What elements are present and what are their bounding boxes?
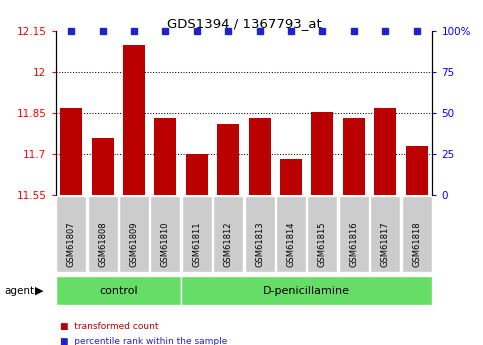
Bar — [155, 118, 176, 195]
Bar — [280, 159, 302, 195]
Text: D-penicillamine: D-penicillamine — [263, 286, 350, 296]
Bar — [150, 196, 181, 272]
Bar — [181, 276, 432, 305]
Text: GSM61816: GSM61816 — [349, 221, 358, 267]
Bar — [56, 196, 86, 272]
Bar — [182, 196, 212, 272]
Bar — [123, 45, 145, 195]
Text: GSM61813: GSM61813 — [255, 221, 264, 267]
Bar — [213, 196, 243, 272]
Text: GSM61818: GSM61818 — [412, 221, 421, 267]
Bar — [56, 276, 181, 305]
Bar — [92, 138, 114, 195]
Title: GDS1394 / 1367793_at: GDS1394 / 1367793_at — [167, 17, 321, 30]
Bar — [60, 108, 82, 195]
Text: GSM61814: GSM61814 — [286, 221, 296, 267]
Text: ■  percentile rank within the sample: ■ percentile rank within the sample — [60, 337, 228, 345]
Text: GSM61809: GSM61809 — [129, 221, 139, 267]
Text: ▶: ▶ — [35, 286, 43, 296]
Text: GSM61817: GSM61817 — [381, 221, 390, 267]
Text: GSM61807: GSM61807 — [67, 221, 76, 267]
Bar — [339, 196, 369, 272]
Bar — [406, 146, 427, 195]
Bar — [87, 196, 118, 272]
Text: agent: agent — [5, 286, 35, 296]
Text: GSM61815: GSM61815 — [318, 221, 327, 267]
Text: control: control — [99, 286, 138, 296]
Bar — [307, 196, 338, 272]
Text: GSM61811: GSM61811 — [192, 221, 201, 267]
Bar — [370, 196, 400, 272]
Bar — [186, 154, 208, 195]
Bar — [244, 196, 275, 272]
Text: GSM61812: GSM61812 — [224, 221, 233, 267]
Bar — [343, 118, 365, 195]
Text: ■  transformed count: ■ transformed count — [60, 322, 159, 331]
Bar — [217, 124, 239, 195]
Bar — [249, 118, 270, 195]
Bar — [374, 108, 396, 195]
Bar — [119, 196, 149, 272]
Text: GSM61810: GSM61810 — [161, 221, 170, 267]
Bar — [312, 112, 333, 195]
Bar — [276, 196, 306, 272]
Text: GSM61808: GSM61808 — [98, 221, 107, 267]
Bar — [401, 196, 432, 272]
